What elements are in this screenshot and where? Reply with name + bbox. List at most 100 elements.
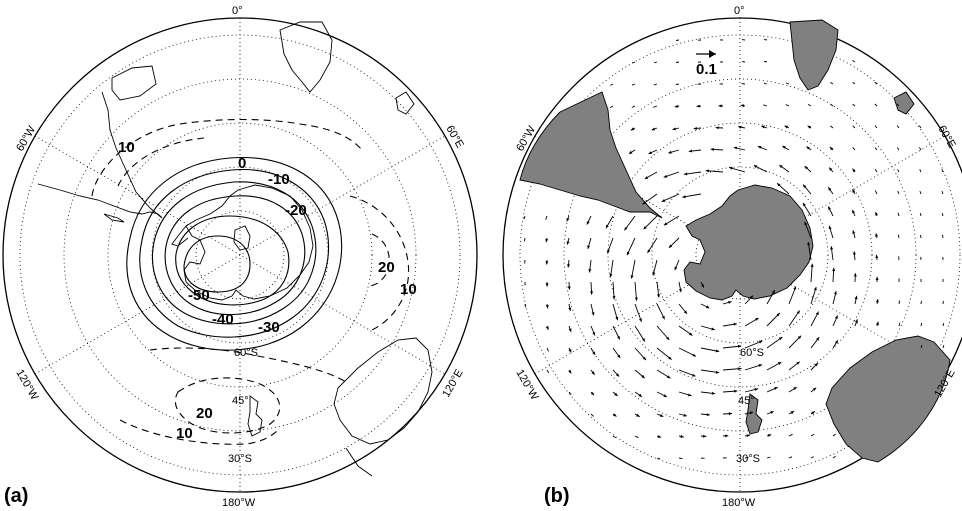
wind-vector — [832, 455, 836, 459]
wind-vector — [653, 83, 658, 86]
wind-vector-head — [803, 184, 807, 188]
longitude-label-lower-right: 120°E — [440, 367, 465, 399]
wind-vector-head — [663, 174, 668, 178]
wind-vector-head — [568, 328, 572, 332]
latitude-label-30s: 30°S — [228, 453, 252, 465]
wind-vector-head — [639, 318, 642, 322]
dashed-contours-a — [91, 118, 410, 445]
wind-vector-head — [793, 387, 797, 390]
latitude-grid-a — [19, 34, 461, 476]
wind-vector-head — [738, 125, 742, 129]
wind-vector-head — [715, 349, 720, 353]
wind-vector-head — [545, 238, 549, 243]
longitude-labels-a: 0° 180°W 60°W 60°E 120°W 120°E — [13, 5, 465, 509]
wind-vector-head — [615, 316, 619, 321]
wind-vector — [763, 104, 768, 107]
wind-vector — [788, 456, 793, 459]
wind-vector — [942, 234, 944, 239]
wind-vector — [546, 347, 549, 352]
wind-vector-head — [767, 434, 772, 437]
wind-vector-head — [613, 413, 617, 417]
wind-vector-head — [592, 351, 596, 355]
wind-vector-head — [754, 388, 759, 391]
wind-vector-head — [588, 269, 592, 273]
wind-vector-head — [545, 283, 549, 287]
wind-vector — [741, 83, 746, 85]
wind-vector-head — [790, 411, 795, 415]
wind-vector-head — [875, 276, 879, 280]
wind-vector — [920, 344, 923, 349]
wind-vector-head — [688, 393, 692, 397]
wind-vector-head — [807, 242, 811, 246]
wind-vector-head — [810, 263, 814, 267]
longitude-label-lower-left: 120°W — [13, 368, 40, 403]
wind-vector-head — [641, 374, 645, 379]
wind-vector-head — [776, 313, 780, 317]
wind-vector-head — [758, 364, 763, 367]
wind-vector — [523, 237, 526, 242]
wind-vector-head — [749, 295, 754, 299]
wind-vector-head — [728, 412, 732, 416]
coastlines-a — [37, 21, 433, 477]
wind-vector — [653, 61, 658, 64]
panel-label-a: (a) — [4, 485, 28, 507]
wind-vector — [896, 125, 900, 129]
wind-vector-head — [657, 435, 662, 438]
wind-vector — [764, 38, 768, 41]
wind-vector — [942, 344, 945, 349]
wind-vector — [634, 435, 639, 439]
wind-vector-head — [688, 149, 693, 153]
wind-vector-head — [668, 150, 672, 154]
wind-vector — [744, 456, 749, 459]
wind-vector — [763, 82, 768, 85]
wind-vector-head — [729, 166, 733, 170]
wind-vector — [785, 104, 790, 107]
wind-vector-head — [692, 373, 696, 377]
wind-vector — [546, 369, 549, 374]
contour-label: -20 — [285, 202, 307, 219]
wind-vector-head — [651, 127, 656, 131]
wind-vector-head — [614, 392, 618, 396]
wind-vector — [830, 82, 834, 85]
wind-vector — [656, 457, 661, 460]
longitude-label-bottom: 180°W — [222, 497, 256, 509]
contour-label: 10 — [400, 281, 417, 298]
wind-vector-head — [636, 413, 640, 417]
longitude-label-upper-right: 60°E — [935, 124, 957, 151]
wind-vector — [568, 391, 572, 395]
wind-vector — [788, 310, 801, 327]
wind-vector — [609, 105, 614, 109]
contour-label: 10 — [118, 139, 135, 156]
wind-vector-head — [770, 411, 774, 414]
wind-vector-head — [568, 349, 572, 353]
wind-vector-head — [804, 166, 808, 170]
wind-vector-head — [828, 225, 832, 230]
wind-vector-head — [545, 326, 549, 330]
wind-vector-head — [802, 202, 806, 207]
wind-vector-head — [715, 126, 719, 130]
wind-vector — [852, 147, 856, 151]
wind-vector — [874, 103, 878, 107]
wind-vector — [832, 433, 836, 437]
contour-label: -50 — [188, 287, 210, 304]
wind-vector — [897, 234, 900, 239]
wind-vector-head — [624, 227, 628, 231]
wind-vector-head — [796, 361, 800, 365]
wind-vector-head — [828, 187, 832, 191]
latitude-label-45s: 45° — [232, 395, 249, 407]
wind-vector — [766, 456, 771, 459]
wind-vector — [919, 169, 922, 173]
wind-vector-head — [666, 336, 670, 340]
wind-vector — [610, 83, 614, 86]
wind-vector — [545, 215, 548, 220]
wind-vector — [612, 435, 617, 439]
wind-vector-head — [829, 147, 834, 151]
wind-vector-head — [568, 370, 572, 374]
wind-vector-head — [615, 373, 620, 377]
wind-vector-head — [746, 434, 750, 438]
wind-vector-head — [638, 393, 642, 397]
wind-vector-head — [811, 411, 815, 415]
wind-vector-head — [793, 286, 797, 290]
wind-vector — [631, 105, 636, 108]
wind-vector-head — [647, 249, 651, 253]
